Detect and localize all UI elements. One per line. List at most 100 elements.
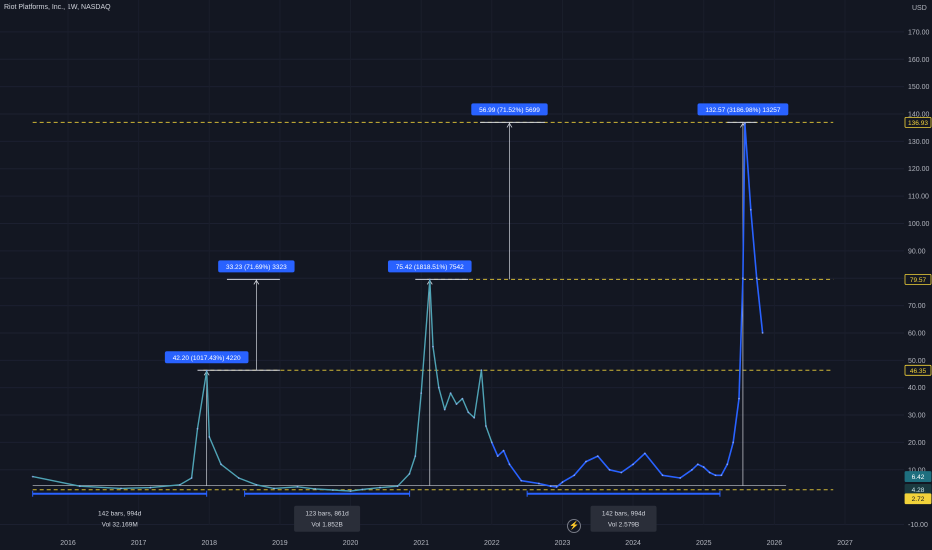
horizontal-levels [32,121,834,491]
price-point [643,452,646,455]
x-tick-label: 2024 [625,540,641,547]
x-tick-label: 2022 [484,540,500,547]
price-point [449,392,452,395]
price-point [120,487,122,490]
y-tick-label: 40.00 [908,385,926,392]
price-point [31,475,34,478]
x-tick-label: 2020 [343,540,359,547]
x-tick-label: 2016 [60,540,76,547]
y-tick-label: 20.00 [908,440,926,447]
y-tick-label: 160.00 [908,57,930,64]
price-badge-label: 4.28 [912,487,925,494]
price-point [620,471,623,474]
measure-label-text: 33.23 (71.69%) 3323 [226,264,287,271]
price-point [205,369,208,372]
price-series [31,122,764,493]
price-point [755,277,758,280]
measure-label-box [164,351,249,364]
range-note-text: 123 bars, 861d [305,511,349,518]
price-point [555,486,558,488]
price-line-late [491,122,764,488]
measure-label-box [387,260,472,273]
chart-grid [0,31,904,526]
price-point [508,463,511,466]
price-point [314,488,317,490]
price-point [702,466,705,468]
price-point [496,455,499,458]
price-point [585,460,587,463]
price-point [744,122,746,125]
range-note-text: Vol 1.852B [311,522,342,529]
measure-label-box [218,260,295,273]
price-point [237,477,240,479]
price-point [208,436,211,438]
price-point [361,488,364,491]
price-point [708,471,711,474]
price-point [502,449,505,452]
price-point [455,403,458,406]
price-point [714,474,717,477]
price-point [379,486,381,489]
range-note-text: Vol 2.579B [608,522,639,529]
measure-label-text: 132.57 (3186.98%) 13257 [705,107,781,114]
x-tick-label: 2018 [201,540,217,547]
price-point [749,208,752,211]
price-point [480,369,483,372]
price-badge [904,471,932,482]
price-point [414,455,417,458]
price-point [473,416,476,419]
range-box [590,505,657,532]
price-measurements: 42.20 (1017.43%) 4220 33.23 (71.69%) 3323… [164,103,789,486]
measure-label-box [471,103,548,116]
range-measurements: 142 bars, 994d Vol 32.169M 123 bars, 861d V… [32,490,721,532]
price-point [732,441,735,444]
price-point [520,479,523,482]
y-tick-label: 120.00 [908,166,930,173]
measure-label-text: 75.42 (1818.51%) 7542 [396,264,464,271]
x-tick-label: 2021 [413,540,429,547]
measure-label-text: 56.99 (71.52%) 5699 [479,107,540,114]
price-badge-label: 46.35 [910,368,927,375]
price-point [408,472,411,475]
price-point [679,477,682,479]
range-note-text: 142 bars, 994d [98,511,142,518]
price-point [220,463,222,466]
y-tick-label: 30.00 [908,413,926,420]
y-tick-label: 110.00 [908,194,929,201]
y-tick-label: 90.00 [908,248,926,255]
price-point [742,277,744,280]
price-badge [904,493,932,505]
y-tick-label: 130.00 [908,139,930,146]
x-tick-label: 2026 [767,540,783,547]
price-badge-label: 2.72 [912,496,925,503]
y-tick-label: 10.00 [908,467,926,474]
price-point [608,468,611,471]
price-line-early [32,278,493,492]
price-point [661,474,664,477]
price-point [726,463,729,466]
price-point [428,278,431,281]
price-point [596,455,599,458]
range-note-text: Vol 32.169M [102,522,138,529]
tradingview-logo-icon[interactable]: ⚡ [567,519,581,533]
price-point [485,425,487,427]
price-point [573,474,576,477]
y-tick-label: 100.00 [908,221,930,228]
measure-label-box [697,103,789,116]
price-point [632,463,634,466]
currency-label: USD [912,5,927,12]
time-axis: 2016 2017 2018 2019 2020 2021 2022 2023 2024 2025… [60,540,853,547]
price-point [443,408,446,411]
y-tick-label: 140.00 [908,112,930,119]
price-point [396,485,399,488]
price-point [461,397,464,400]
price-point [538,482,540,485]
price-point [561,481,564,484]
price-point [273,487,275,490]
price-point [420,392,423,395]
price-point [549,485,552,488]
price-point [696,463,699,466]
y-tick-label: 70.00 [908,303,926,310]
price-badge [904,273,932,285]
